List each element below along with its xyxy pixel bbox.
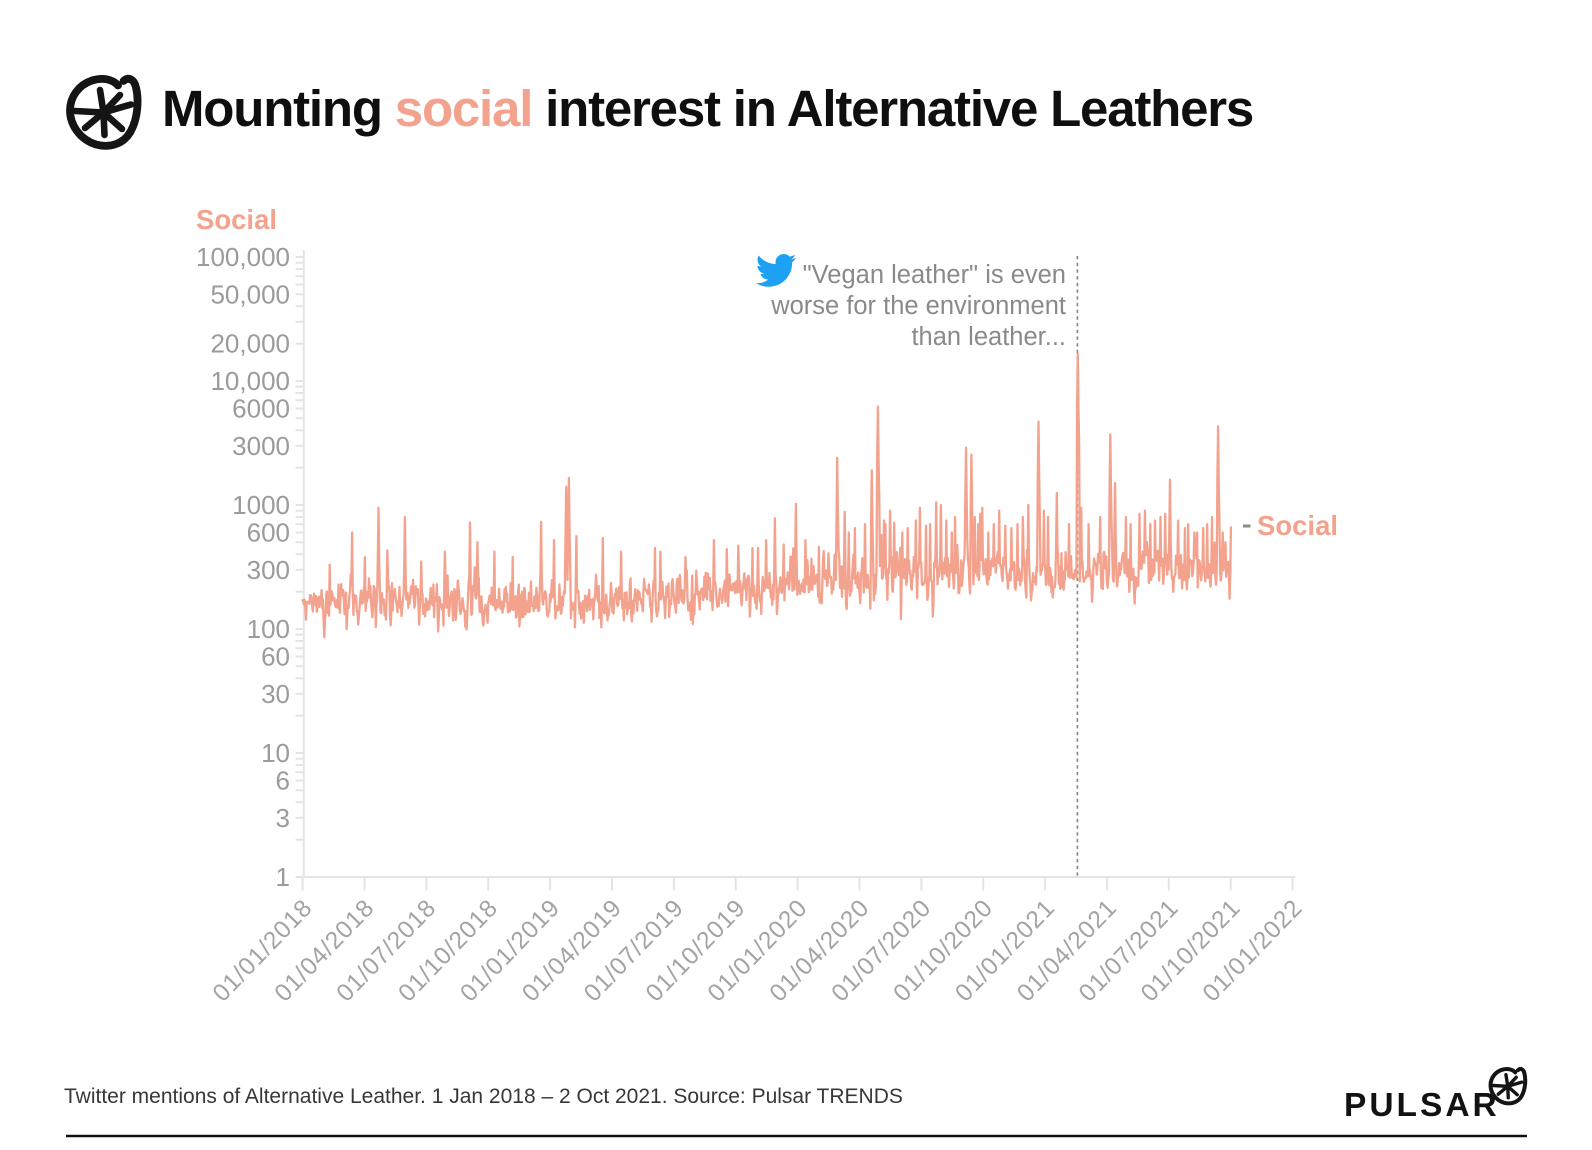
svg-text:than leather...: than leather... (911, 323, 1066, 351)
svg-text:worse for the environment: worse for the environment (770, 292, 1066, 320)
svg-text:50,000: 50,000 (210, 279, 290, 309)
svg-text:1000: 1000 (232, 490, 290, 520)
svg-text:60: 60 (261, 642, 290, 672)
svg-text:Twitter mentions of Alternativ: Twitter mentions of Alternative Leather.… (64, 1085, 903, 1108)
svg-text:1: 1 (276, 862, 290, 892)
svg-text:30: 30 (261, 679, 290, 709)
svg-text:20,000: 20,000 (210, 329, 290, 359)
svg-text:PULSAR: PULSAR (1344, 1087, 1500, 1124)
svg-text:100,000: 100,000 (196, 242, 290, 272)
svg-text:Social: Social (1257, 510, 1338, 541)
svg-text:10: 10 (261, 738, 290, 768)
svg-text:300: 300 (247, 555, 290, 585)
svg-text:Social: Social (196, 204, 277, 235)
svg-text:3000: 3000 (232, 431, 290, 461)
svg-text:3: 3 (276, 803, 290, 833)
svg-text:600: 600 (247, 518, 290, 548)
svg-text:Mounting social interest in Al: Mounting social interest in Alternative … (162, 80, 1253, 137)
svg-text:6000: 6000 (232, 394, 290, 424)
svg-text:6: 6 (276, 766, 290, 796)
svg-text:10,000: 10,000 (210, 366, 290, 396)
svg-text:100: 100 (247, 614, 290, 644)
svg-text:"Vegan leather" is even: "Vegan leather" is even (803, 261, 1066, 289)
